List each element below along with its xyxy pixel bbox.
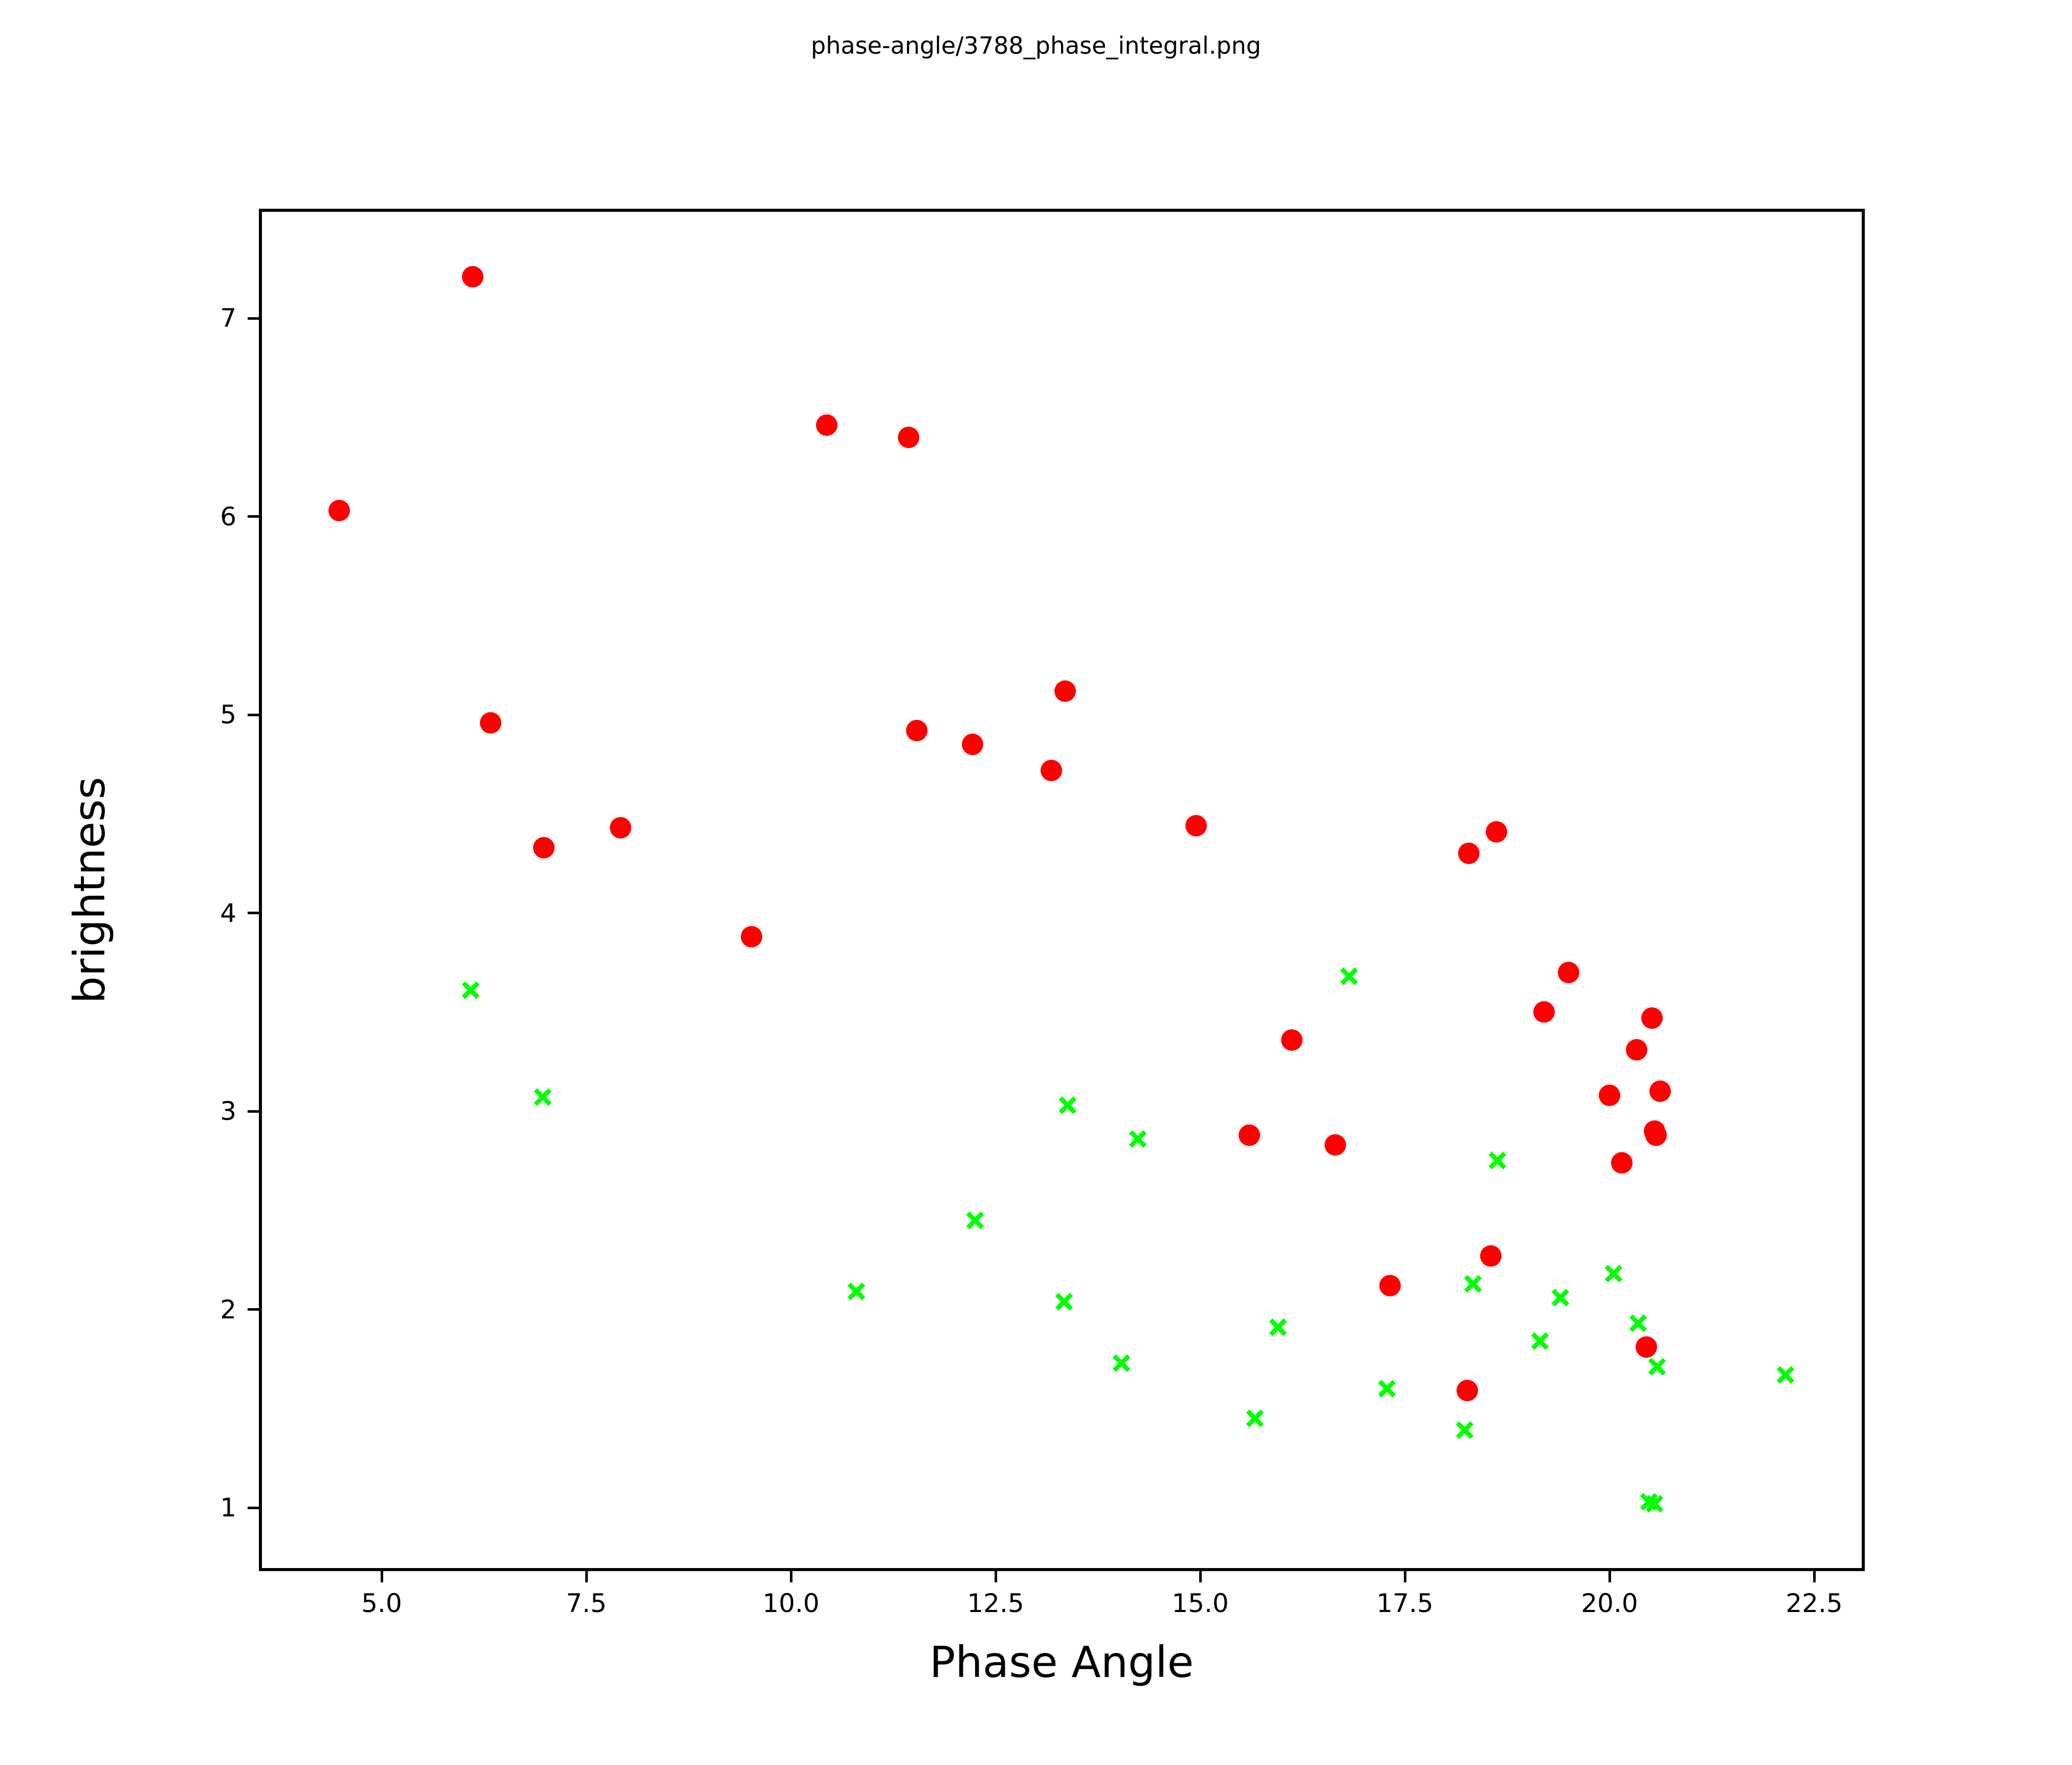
data-point-cross	[1246, 1410, 1264, 1427]
data-point-circle	[479, 712, 501, 734]
data-point-circle	[1480, 1245, 1502, 1267]
y-tick-mark	[248, 912, 259, 914]
data-point-circle	[906, 720, 928, 741]
x-tick-label: 5.0	[361, 1588, 402, 1618]
data-point-cross	[1340, 968, 1358, 985]
y-tick-label: 2	[220, 1294, 236, 1325]
x-tick-mark	[1403, 1571, 1406, 1582]
data-point-cross	[966, 1211, 984, 1229]
data-point-circle	[533, 836, 555, 858]
data-point-cross	[1646, 1495, 1663, 1512]
data-point-cross	[1378, 1380, 1396, 1398]
y-tick-mark	[248, 515, 259, 518]
data-point-circle	[328, 499, 350, 521]
x-tick-mark	[1608, 1571, 1611, 1582]
data-point-circle	[1040, 759, 1062, 781]
y-tick-label: 6	[220, 501, 236, 532]
data-point-cross	[1531, 1333, 1549, 1350]
data-point-circle	[1379, 1275, 1401, 1296]
data-point-cross	[1113, 1354, 1130, 1372]
data-point-circle	[962, 734, 984, 756]
x-tick-label: 12.5	[967, 1588, 1024, 1618]
x-tick-label: 15.0	[1172, 1588, 1229, 1618]
x-tick-mark	[585, 1571, 588, 1582]
data-point-cross	[1605, 1265, 1622, 1283]
x-tick-mark	[1813, 1571, 1816, 1582]
x-tick-label: 7.5	[566, 1588, 607, 1618]
data-point-cross	[1464, 1275, 1482, 1292]
data-point-cross	[1629, 1315, 1647, 1332]
x-tick-label: 22.5	[1786, 1588, 1843, 1618]
x-tick-mark	[994, 1571, 997, 1582]
data-point-cross	[1129, 1130, 1147, 1148]
data-point-circle	[1625, 1039, 1647, 1061]
y-tick-mark	[248, 317, 259, 320]
y-tick-label: 3	[220, 1096, 236, 1126]
y-tick-mark	[248, 713, 259, 716]
figure-title: phase-angle/3788_phase_integral.png	[811, 32, 1261, 59]
data-point-circle	[1645, 1124, 1667, 1146]
data-point-circle	[1456, 1380, 1478, 1402]
data-point-cross	[1552, 1289, 1569, 1306]
data-point-cross	[1059, 1096, 1076, 1114]
x-tick-mark	[380, 1571, 383, 1582]
plot-frame	[259, 209, 1865, 1571]
data-point-circle	[1486, 821, 1508, 843]
data-point-cross	[534, 1089, 552, 1106]
data-point-cross	[848, 1283, 865, 1300]
data-point-circle	[816, 414, 838, 436]
data-point-circle	[461, 266, 483, 288]
data-point-circle	[1239, 1124, 1260, 1146]
data-point-cross	[462, 982, 479, 999]
data-point-cross	[1456, 1422, 1473, 1439]
data-point-circle	[1533, 1001, 1555, 1023]
data-point-cross	[1269, 1318, 1287, 1336]
data-point-circle	[1599, 1085, 1620, 1106]
data-point-circle	[1558, 961, 1579, 983]
data-point-circle	[1325, 1134, 1346, 1156]
y-tick-label: 1	[220, 1493, 236, 1523]
x-tick-mark	[1199, 1571, 1202, 1582]
data-point-circle	[1649, 1080, 1671, 1102]
y-tick-label: 5	[220, 700, 236, 730]
data-point-circle	[1636, 1336, 1657, 1358]
x-tick-label: 17.5	[1376, 1588, 1434, 1618]
data-point-circle	[1281, 1029, 1303, 1051]
y-tick-mark	[248, 1308, 259, 1311]
x-tick-label: 10.0	[762, 1588, 820, 1618]
x-tick-label: 20.0	[1581, 1588, 1638, 1618]
y-axis-label: brightness	[64, 777, 115, 1004]
data-point-circle	[1458, 843, 1480, 865]
data-point-circle	[1611, 1152, 1633, 1174]
plot-area	[262, 212, 1862, 1568]
x-tick-mark	[789, 1571, 792, 1582]
data-point-circle	[741, 926, 763, 947]
x-axis-label: Phase Angle	[929, 1637, 1194, 1687]
data-point-cross	[1055, 1293, 1073, 1310]
data-point-cross	[1777, 1366, 1794, 1383]
y-tick-label: 7	[220, 303, 236, 333]
y-tick-label: 4	[220, 898, 236, 928]
data-point-circle	[1185, 815, 1207, 836]
data-point-circle	[610, 817, 632, 839]
data-point-circle	[1641, 1007, 1663, 1029]
y-tick-mark	[248, 1110, 259, 1113]
data-point-cross	[1489, 1152, 1506, 1170]
y-tick-mark	[248, 1506, 259, 1509]
data-point-circle	[1054, 680, 1076, 702]
data-point-cross	[1648, 1358, 1666, 1376]
data-point-circle	[898, 426, 920, 448]
